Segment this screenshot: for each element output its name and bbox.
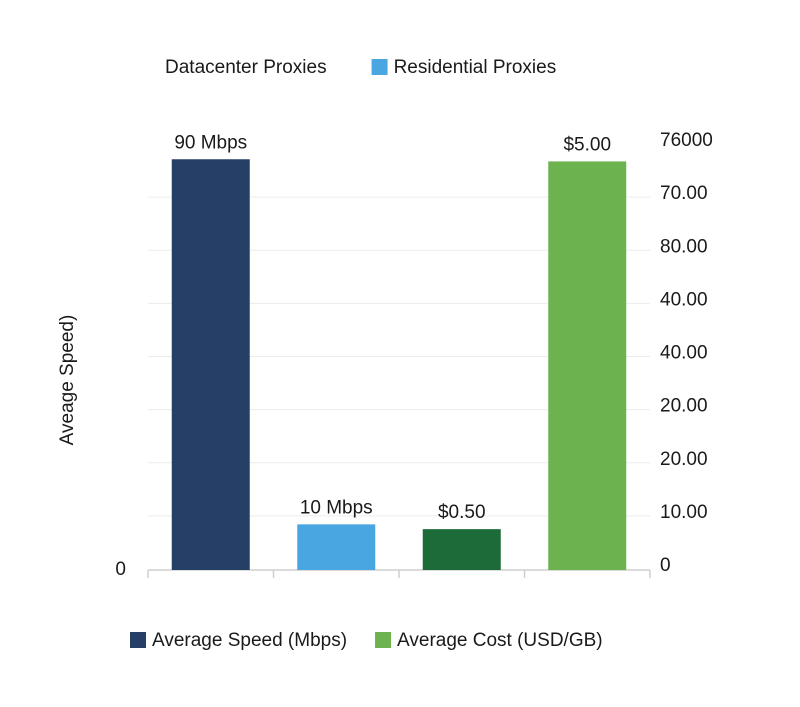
legend-swatch [130, 632, 146, 648]
legend-label: Average Speed (Mbps) [152, 630, 347, 651]
legend-label: Datacenter Proxies [165, 57, 327, 78]
y2-tick-label: 10.00 [660, 502, 708, 523]
legend-swatch [371, 59, 388, 75]
y2-tick-label: 70.00 [660, 183, 708, 204]
bar [422, 529, 501, 570]
legend-label: Residential Proxies [394, 57, 557, 78]
y2-tick-label: 40.00 [660, 289, 708, 310]
y-axis-label: Aveage Speed) [57, 315, 78, 446]
value-label: 90 Mbps [174, 132, 247, 153]
y2-tick-label: 0 [660, 555, 671, 576]
y2-tick-label: 40.00 [660, 343, 708, 364]
y-tick-label: 0 [115, 559, 126, 580]
y2-tick-label: 76000 [660, 130, 713, 151]
legend-label: Average Cost (USD/GB) [397, 630, 603, 651]
bar [171, 159, 250, 571]
bar [548, 161, 627, 570]
y2-tick-label: 20.00 [660, 449, 708, 470]
value-label: $5.00 [563, 134, 611, 155]
y2-tick-label: 80.00 [660, 236, 708, 257]
legend-swatch [375, 632, 392, 648]
value-label: 10 Mbps [300, 497, 373, 518]
y2-tick-label: 20.00 [660, 396, 708, 417]
bar [297, 524, 376, 570]
value-label: $0.50 [438, 502, 486, 523]
